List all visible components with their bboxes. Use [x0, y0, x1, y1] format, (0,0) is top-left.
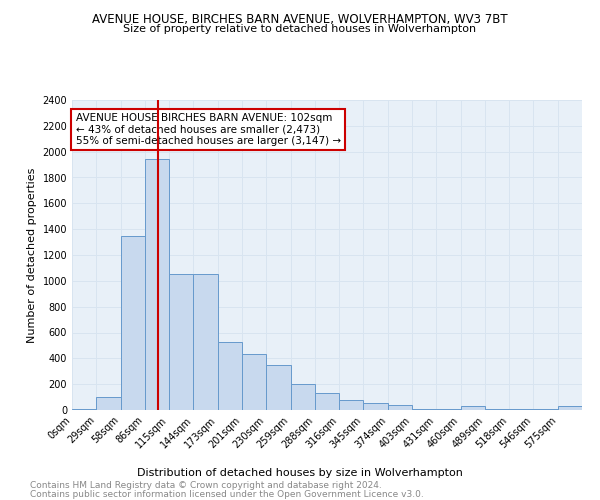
Bar: [339, 400, 364, 410]
Text: AVENUE HOUSE BIRCHES BARN AVENUE: 102sqm
← 43% of detached houses are smaller (2: AVENUE HOUSE BIRCHES BARN AVENUE: 102sqm…: [76, 113, 341, 146]
Bar: [169, 274, 193, 410]
Bar: [121, 236, 145, 410]
Bar: [315, 393, 339, 410]
Bar: [242, 354, 266, 410]
Text: Contains HM Land Registry data © Crown copyright and database right 2024.: Contains HM Land Registry data © Crown c…: [30, 481, 382, 490]
Bar: [218, 342, 242, 410]
Bar: [266, 365, 290, 410]
Y-axis label: Number of detached properties: Number of detached properties: [27, 168, 37, 342]
Text: Contains public sector information licensed under the Open Government Licence v3: Contains public sector information licen…: [30, 490, 424, 499]
Bar: [193, 274, 218, 410]
Text: Size of property relative to detached houses in Wolverhampton: Size of property relative to detached ho…: [124, 24, 476, 34]
Bar: [364, 403, 388, 410]
Bar: [558, 406, 582, 410]
Text: AVENUE HOUSE, BIRCHES BARN AVENUE, WOLVERHAMPTON, WV3 7BT: AVENUE HOUSE, BIRCHES BARN AVENUE, WOLVE…: [92, 12, 508, 26]
Bar: [290, 384, 315, 410]
Bar: [96, 397, 121, 410]
Text: Distribution of detached houses by size in Wolverhampton: Distribution of detached houses by size …: [137, 468, 463, 477]
Bar: [145, 160, 169, 410]
Bar: [412, 408, 436, 410]
Bar: [461, 406, 485, 410]
Bar: [388, 405, 412, 410]
